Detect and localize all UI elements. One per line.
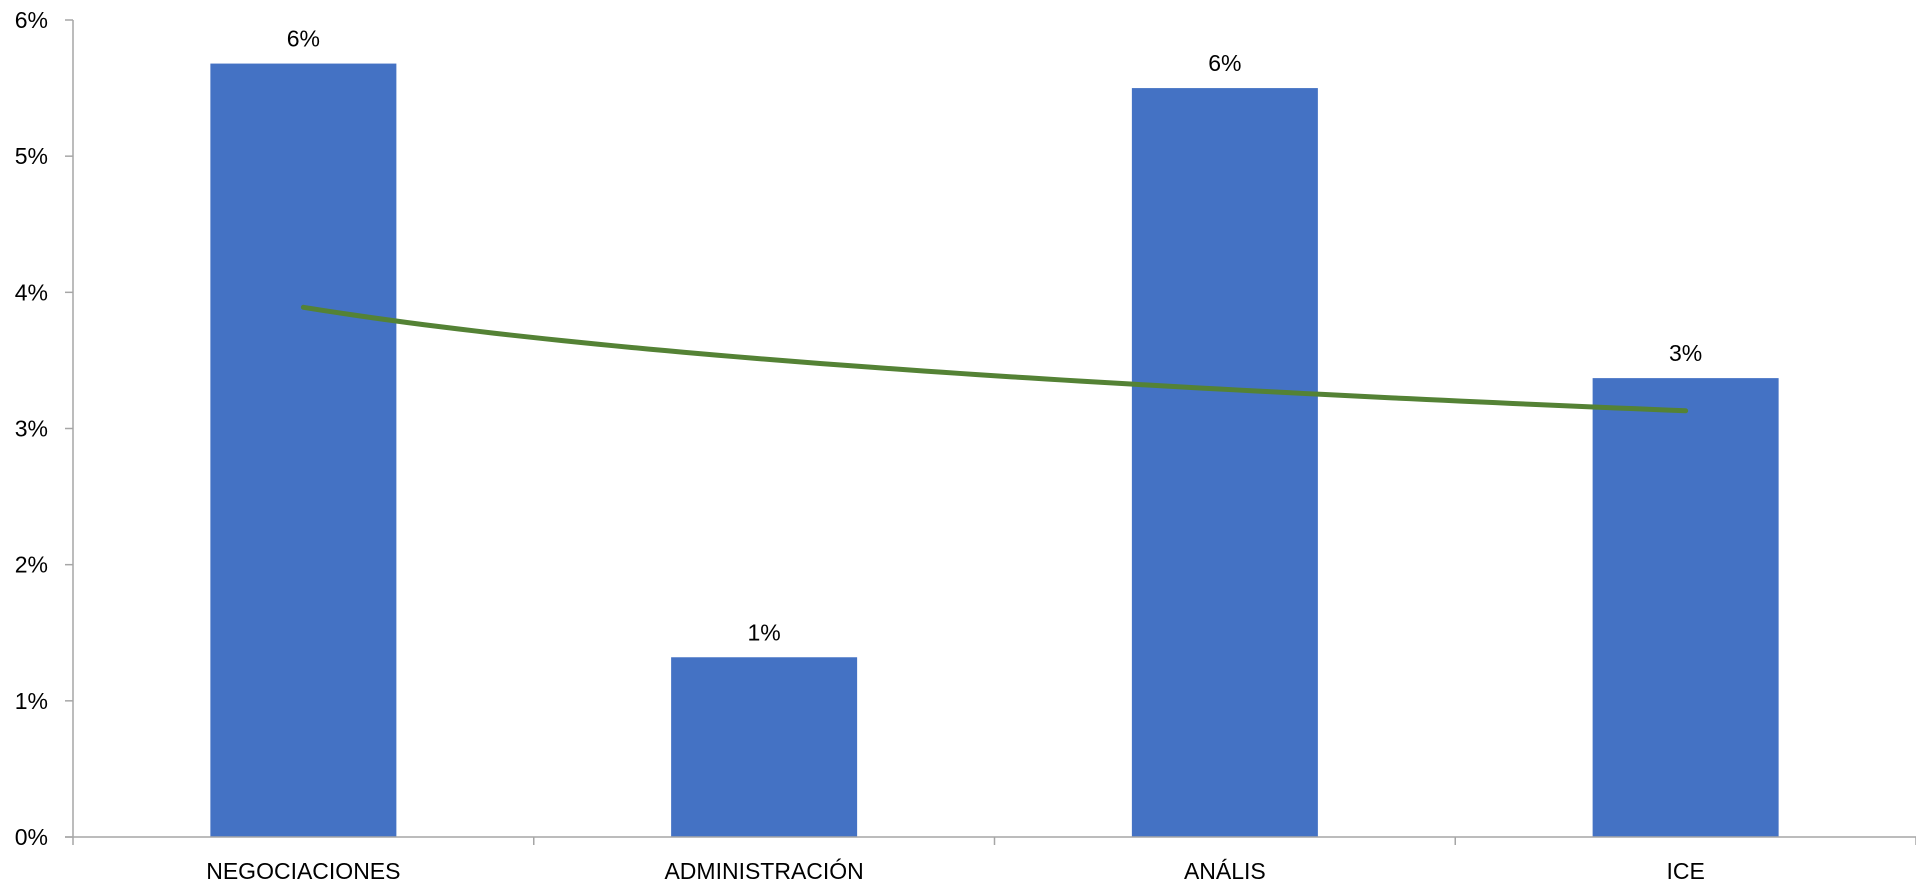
y-tick-label: 4% bbox=[15, 279, 48, 305]
bar-administración bbox=[671, 657, 858, 837]
y-tick-label: 2% bbox=[15, 552, 48, 578]
labels-layer: 6% 1% 6% 3% bbox=[287, 26, 1703, 646]
y-tick-label: 1% bbox=[15, 688, 48, 714]
bar-negociaciones bbox=[210, 63, 397, 837]
bar-anális bbox=[1131, 88, 1318, 838]
x-tick-label: NEGOCIACIONES bbox=[206, 858, 400, 883]
y-tick-label: 5% bbox=[15, 143, 48, 169]
data-label: 1% bbox=[748, 619, 781, 645]
axes-layer: 0% 1% 2% 3% 4% 5% 6% NEGOCIACIONES ADMINISTRACIÓ… bbox=[15, 7, 1916, 883]
y-tick-label: 6% bbox=[15, 7, 48, 33]
y-tick-label: 0% bbox=[15, 824, 48, 850]
x-tick-label: ANÁLIS bbox=[1184, 858, 1266, 883]
data-label: 6% bbox=[1208, 50, 1241, 76]
data-label: 6% bbox=[287, 26, 320, 52]
trendline bbox=[300, 304, 1689, 414]
bars-layer bbox=[210, 63, 1779, 838]
bar-ice bbox=[1592, 378, 1779, 837]
y-tick-label: 3% bbox=[15, 416, 48, 442]
x-tick-label: ICE bbox=[1666, 858, 1704, 883]
x-tick-label: ADMINISTRACIÓN bbox=[664, 858, 863, 883]
trendline-layer bbox=[300, 304, 1689, 414]
data-label: 3% bbox=[1669, 340, 1702, 366]
